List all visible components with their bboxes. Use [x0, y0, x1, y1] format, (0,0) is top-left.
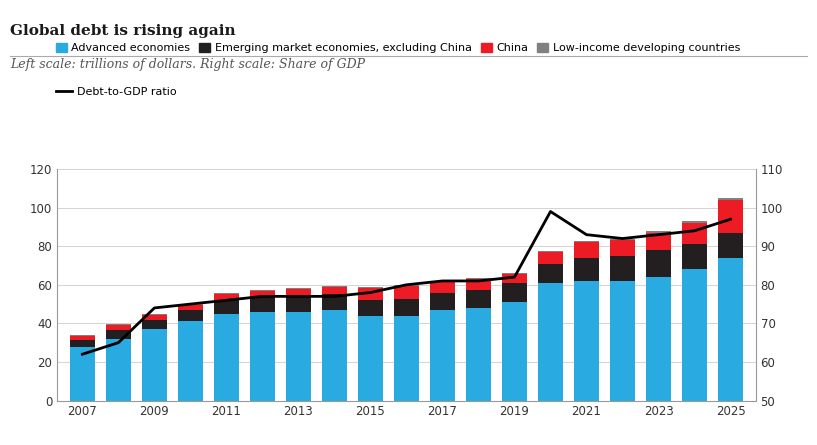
Bar — [538, 283, 563, 400]
Legend: Debt-to-GDP ratio: Debt-to-GDP ratio — [56, 87, 176, 97]
Bar — [574, 241, 599, 243]
Bar — [718, 200, 743, 233]
Bar — [250, 312, 275, 400]
Bar — [105, 330, 131, 339]
Bar — [574, 243, 599, 258]
Bar — [394, 286, 419, 299]
Bar — [178, 310, 203, 321]
Bar — [250, 297, 275, 312]
Bar — [430, 281, 455, 282]
Bar — [69, 347, 95, 400]
Bar — [718, 198, 743, 200]
Bar — [286, 288, 311, 289]
Bar — [69, 340, 95, 347]
Bar — [322, 295, 347, 310]
Bar — [502, 283, 527, 302]
Bar — [610, 240, 635, 256]
Bar — [502, 274, 527, 283]
Bar — [69, 335, 95, 336]
Bar — [646, 231, 671, 233]
Bar — [682, 244, 708, 269]
Bar — [178, 321, 203, 400]
Bar — [250, 290, 275, 291]
Bar — [502, 302, 527, 400]
Bar — [646, 233, 671, 250]
Bar — [682, 269, 708, 400]
Bar — [214, 314, 239, 400]
Bar — [574, 281, 599, 400]
Bar — [105, 339, 131, 400]
Bar — [322, 287, 347, 295]
Text: Global debt is rising again: Global debt is rising again — [10, 24, 235, 38]
Bar — [358, 287, 383, 288]
Bar — [394, 299, 419, 316]
Bar — [718, 233, 743, 258]
Bar — [142, 329, 167, 400]
Bar — [358, 288, 383, 300]
Bar — [105, 325, 131, 330]
Bar — [394, 316, 419, 400]
Bar — [646, 250, 671, 277]
Bar — [610, 239, 635, 240]
Bar — [610, 256, 635, 281]
Bar — [322, 310, 347, 400]
Bar — [142, 320, 167, 329]
Bar — [250, 291, 275, 297]
Bar — [538, 251, 563, 252]
Bar — [538, 252, 563, 263]
Bar — [466, 290, 491, 308]
Bar — [466, 308, 491, 400]
Bar — [502, 273, 527, 274]
Bar — [430, 292, 455, 310]
Bar — [214, 294, 239, 295]
Bar — [430, 282, 455, 292]
Bar — [142, 315, 167, 320]
Bar — [105, 324, 131, 325]
Bar — [358, 316, 383, 400]
Bar — [466, 279, 491, 290]
Bar — [286, 312, 311, 400]
Bar — [610, 281, 635, 400]
Bar — [718, 258, 743, 400]
Bar — [682, 221, 708, 223]
Bar — [646, 277, 671, 400]
Bar — [178, 305, 203, 310]
Bar — [466, 278, 491, 279]
Bar — [574, 258, 599, 281]
Text: Left scale: trillions of dollars. Right scale: Share of GDP: Left scale: trillions of dollars. Right … — [10, 58, 365, 71]
Bar — [286, 289, 311, 296]
Bar — [286, 296, 311, 312]
Bar — [682, 223, 708, 244]
Bar — [358, 300, 383, 316]
Bar — [69, 336, 95, 340]
Bar — [214, 295, 239, 300]
Bar — [322, 286, 347, 287]
Bar — [214, 300, 239, 314]
Bar — [178, 304, 203, 305]
Bar — [430, 310, 455, 400]
Bar — [142, 314, 167, 315]
Bar — [538, 263, 563, 283]
Bar — [394, 285, 419, 286]
